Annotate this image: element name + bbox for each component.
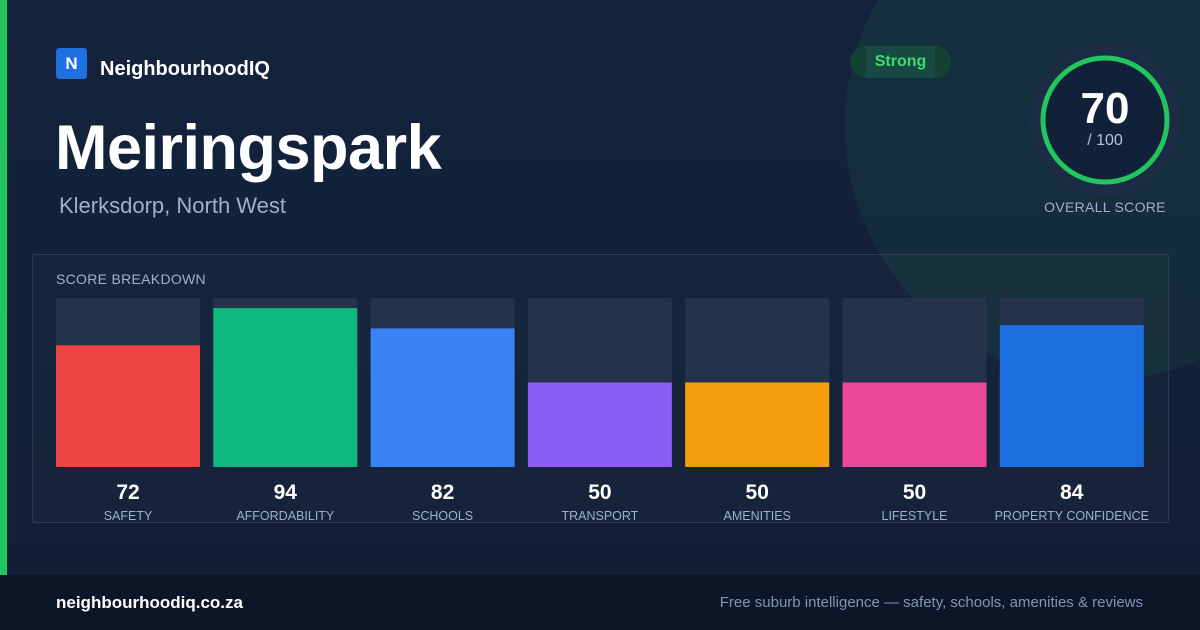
rating-badge-label: Strong: [874, 53, 927, 70]
footer: [0, 575, 1200, 630]
score-ring-arc: [1040, 55, 1170, 185]
brand-logo-icon: N: [56, 48, 87, 79]
left-accent-bar: [0, 0, 7, 575]
score-ring: [1029, 44, 1181, 196]
suburb-title: Meiringspark: [55, 113, 442, 183]
overall-score-max: / 100: [1087, 132, 1123, 149]
footer-url-link[interactable]: neighbourhoodiq.co.za: [56, 593, 243, 612]
brand[interactable]: N NeighbourhoodIQ: [56, 46, 270, 81]
score-breakdown-panel: [32, 254, 1169, 523]
rating-badge: Strong: [850, 46, 951, 78]
brand-name: NeighbourhoodIQ: [100, 58, 270, 80]
score-ring-inner: [1043, 58, 1167, 182]
suburb-location: Klerksdorp, North West: [59, 193, 287, 218]
footer-tagline: Free suburb intelligence — safety, schoo…: [719, 594, 1143, 611]
overall-score-caption: OVERALL SCORE: [1044, 199, 1166, 215]
score-breakdown-title: SCORE BREAKDOWN: [56, 271, 206, 287]
overall-score-value: 70: [1080, 84, 1130, 133]
